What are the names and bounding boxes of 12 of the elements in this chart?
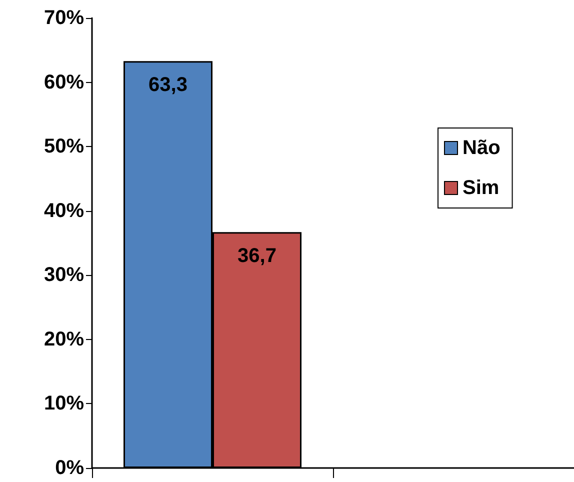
y-tick-label: 60%: [44, 71, 84, 94]
y-tick-label: 40%: [44, 200, 84, 222]
legend-label: Sim: [462, 177, 500, 199]
y-tick-label: 10%: [44, 392, 84, 415]
y-tick-label: 70%: [44, 7, 84, 29]
y-tick-label: 20%: [44, 328, 84, 350]
y-tick-label: 50%: [44, 136, 84, 158]
y-tick-label: 30%: [44, 264, 84, 286]
y-tick-label: 0%: [55, 457, 84, 479]
legend-label: Não: [462, 137, 500, 159]
data-label: 63,3: [148, 74, 188, 96]
data-label: 36,7: [238, 245, 276, 268]
